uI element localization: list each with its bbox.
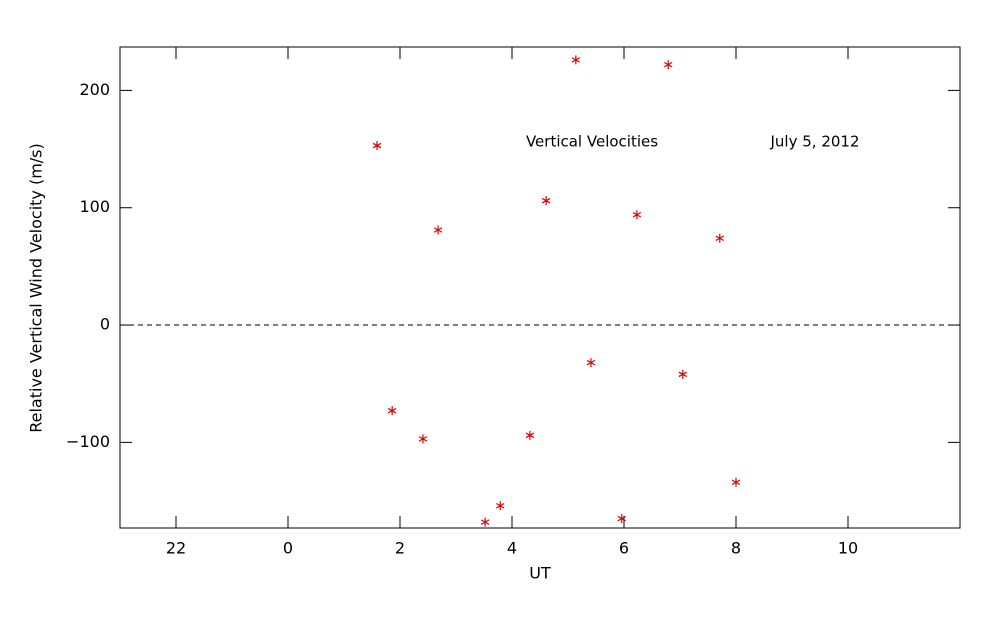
point — [586, 358, 596, 368]
y-tick-label: 0 — [100, 315, 110, 334]
annotation: Vertical Velocities — [526, 133, 658, 151]
point — [480, 517, 490, 527]
point — [525, 430, 535, 440]
x-axis-label: UT — [529, 564, 551, 583]
point — [715, 233, 724, 243]
x-tick-label: 2 — [395, 539, 405, 558]
x-tick-label: 10 — [838, 539, 858, 558]
x-tick-label: 0 — [283, 539, 293, 558]
point — [571, 55, 581, 65]
point — [496, 501, 505, 511]
point — [418, 434, 428, 444]
x-tick-label: 8 — [731, 539, 741, 558]
point — [433, 225, 443, 235]
point — [387, 406, 397, 416]
annotation: July 5, 2012 — [770, 133, 860, 151]
y-axis-label: Relative Vertical Wind Velocity (m/s) — [27, 143, 46, 433]
point — [617, 514, 626, 524]
x-tick-label: 6 — [619, 539, 629, 558]
point — [541, 196, 551, 206]
plot-frame — [119, 46, 961, 529]
point — [731, 477, 741, 487]
point — [372, 141, 382, 151]
y-tick-label: −100 — [66, 432, 110, 451]
y-tick-label: 100 — [79, 197, 110, 216]
x-tick-label: 4 — [507, 539, 517, 558]
point — [664, 60, 673, 70]
y-tick-label: 200 — [79, 80, 110, 99]
x-tick-label: 22 — [166, 539, 186, 558]
point — [678, 369, 688, 379]
point — [632, 210, 642, 220]
